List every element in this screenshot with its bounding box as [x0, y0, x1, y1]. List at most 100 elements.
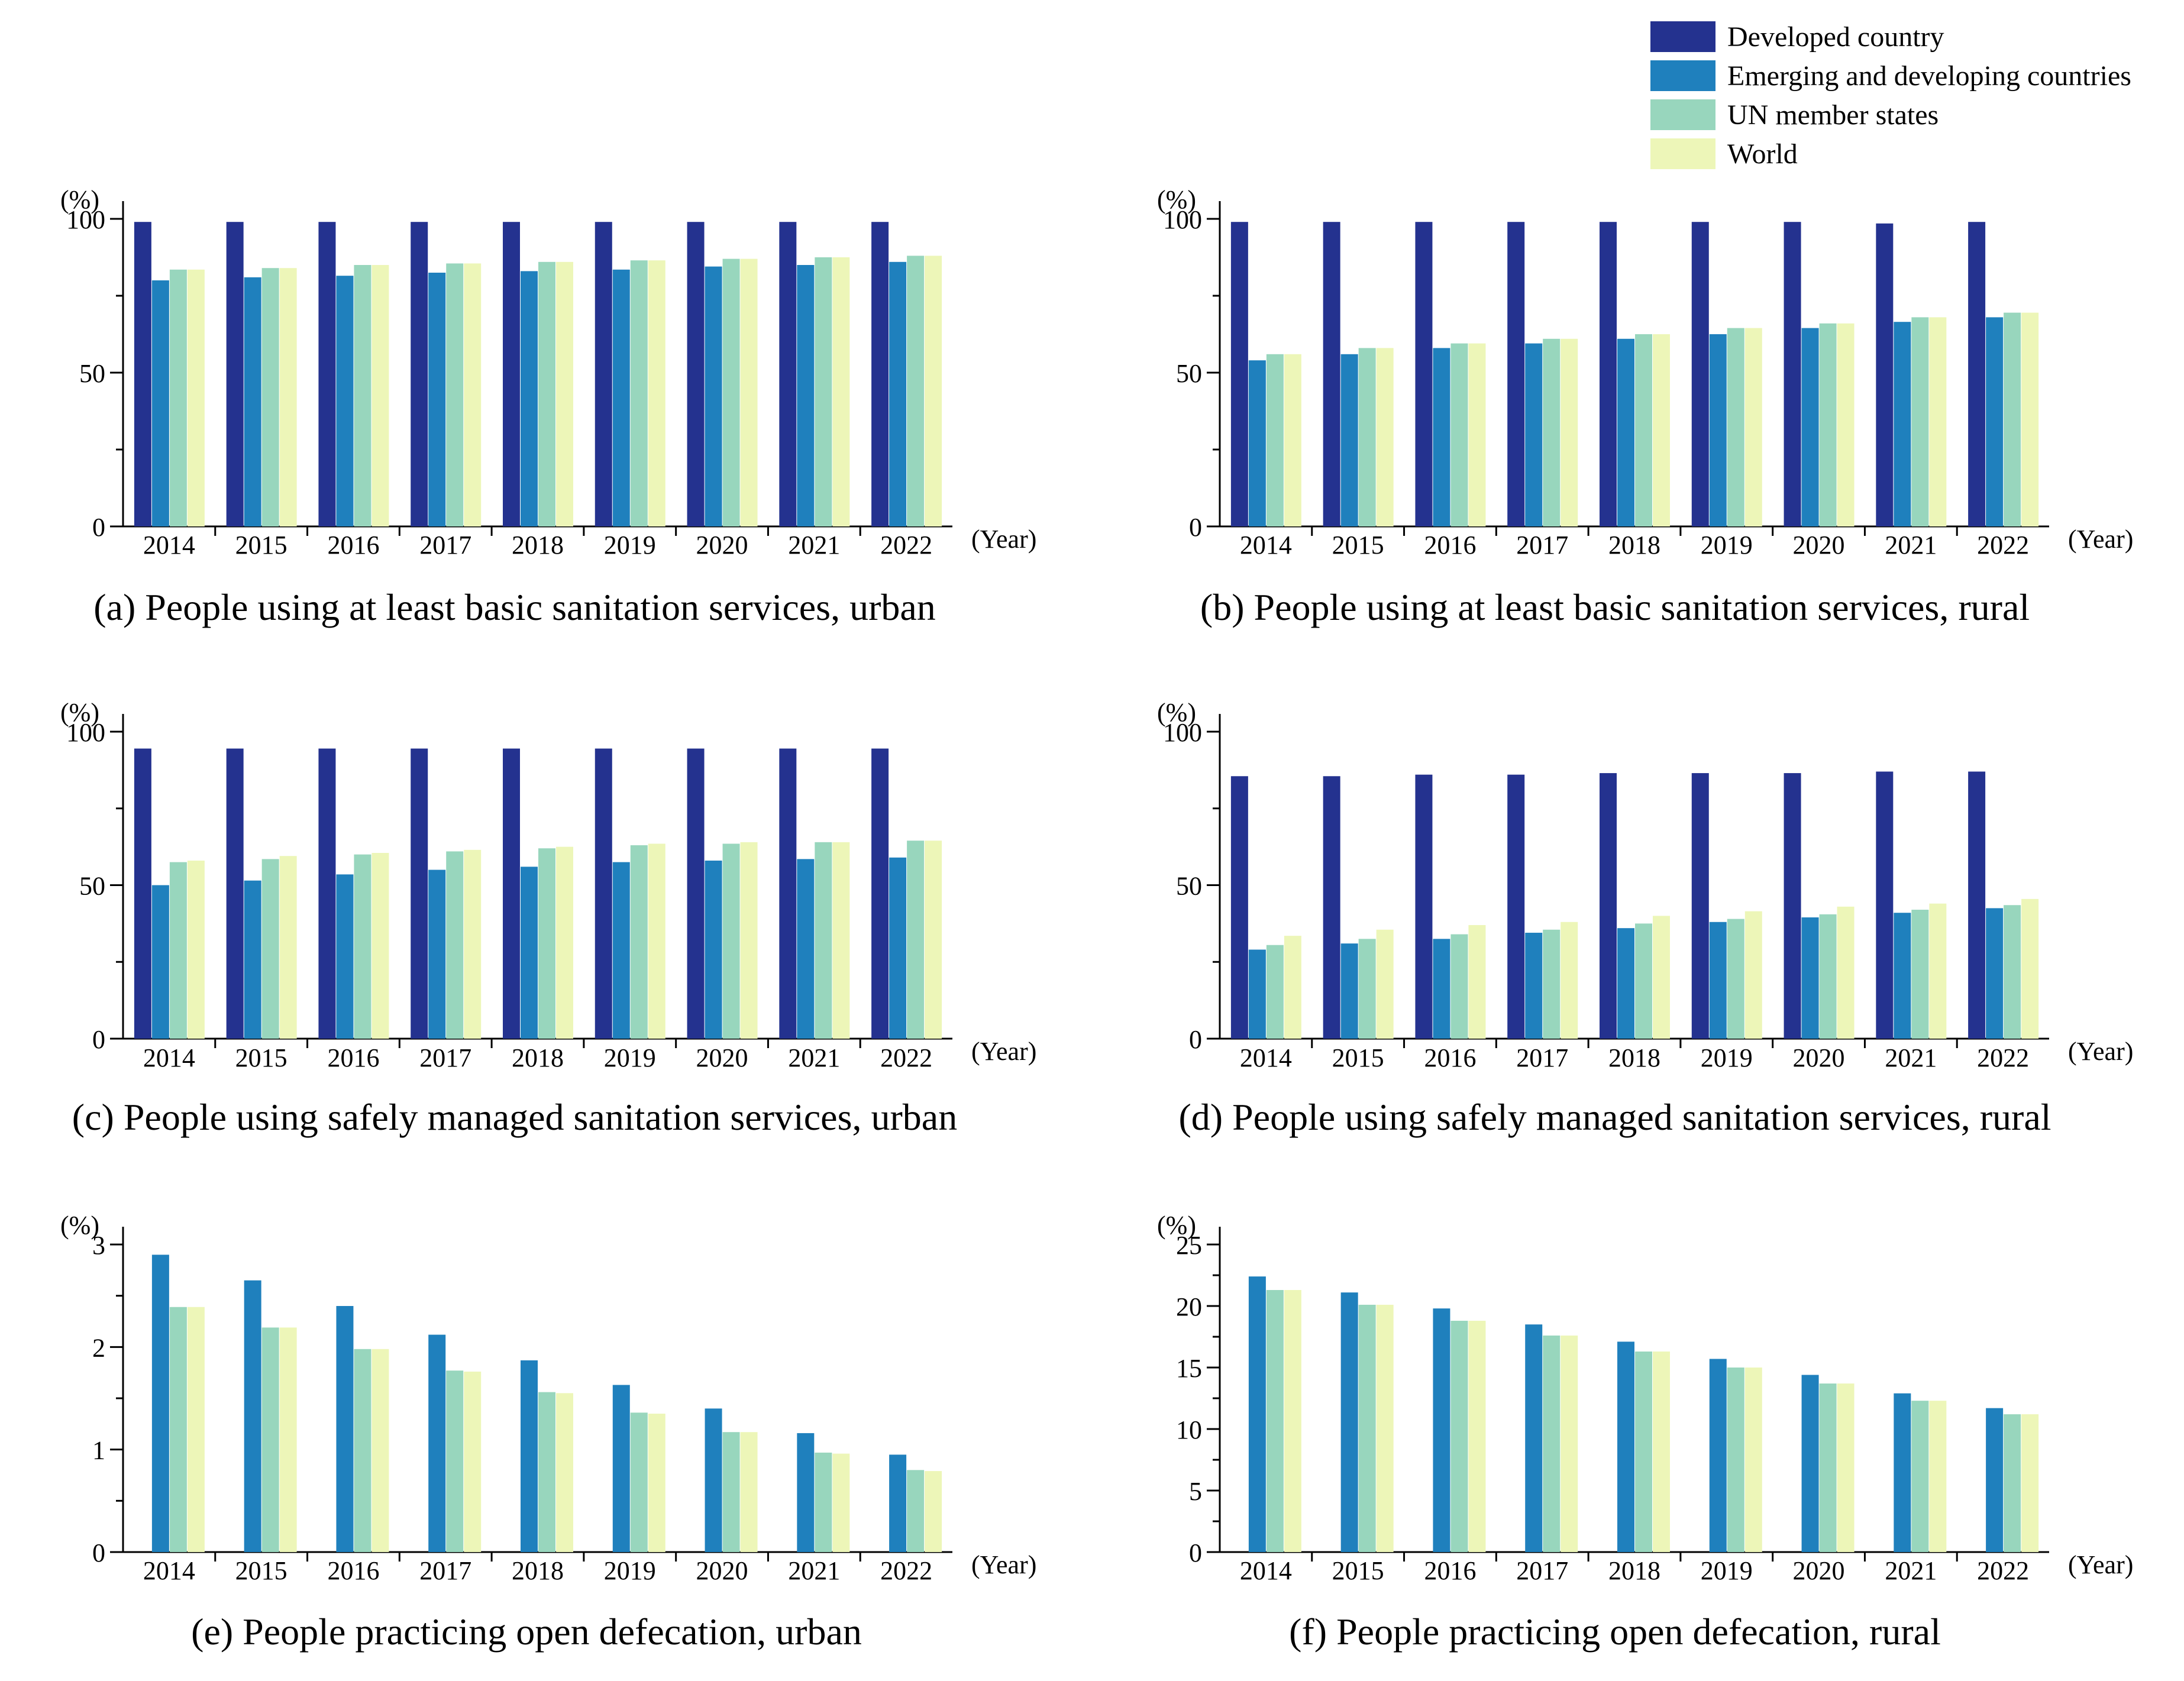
- y-tick-label: 15: [1176, 1354, 1202, 1383]
- bar-a-2015-s3: [279, 268, 297, 526]
- bar-a-2015-s1: [244, 277, 261, 526]
- bar-a-2021-s1: [797, 265, 815, 526]
- bar-f-2022-s2: [2004, 1414, 2021, 1552]
- y-tick-label: 2: [92, 1333, 105, 1362]
- legend-label: World: [1727, 138, 1798, 170]
- x-tick-label: 2015: [1332, 1556, 1384, 1585]
- bar-f-2020-s2: [1819, 1383, 1837, 1552]
- bar-c-2020-s2: [722, 843, 740, 1039]
- x-tick-label: 2019: [1701, 531, 1753, 560]
- bar-f-2016-s3: [1468, 1320, 1486, 1552]
- bar-a-2014-s3: [187, 269, 205, 526]
- bar-b-2020-s3: [1837, 323, 1855, 526]
- bar-c-2021-s1: [797, 859, 815, 1039]
- x-tick-label: 2016: [1424, 1043, 1476, 1072]
- y-axis-label: (%): [1157, 185, 1196, 214]
- y-tick-label: 100: [66, 205, 105, 234]
- bar-a-2017-s3: [464, 263, 482, 526]
- bar-c-2020-s3: [740, 842, 758, 1039]
- bar-e-2020-s3: [740, 1432, 758, 1552]
- x-tick-label: 2020: [696, 1043, 748, 1072]
- y-tick-label: 0: [92, 1538, 105, 1567]
- bar-c-2019-s3: [648, 843, 665, 1039]
- bar-a-2018-s0: [503, 222, 520, 526]
- bar-b-2018-s0: [1600, 222, 1617, 526]
- x-tick-label: 2020: [696, 531, 748, 560]
- bar-e-2020-s2: [722, 1432, 740, 1552]
- x-tick-label: 2021: [788, 1556, 840, 1585]
- bar-e-2014-s3: [187, 1307, 205, 1552]
- bar-d-2018-s0: [1600, 773, 1617, 1039]
- x-tick-label: 2020: [1793, 531, 1845, 560]
- bar-b-2014-s3: [1284, 354, 1301, 526]
- y-tick-label: 50: [1176, 359, 1202, 388]
- chart-caption: (e) People practicing open defecation, u…: [191, 1611, 862, 1653]
- bar-e-2022-s3: [925, 1471, 942, 1552]
- bar-d-2014-s1: [1248, 949, 1266, 1039]
- bar-f-2022-s3: [2021, 1414, 2039, 1552]
- bar-d-2014-s2: [1266, 945, 1284, 1039]
- bar-d-2021-s1: [1894, 913, 1911, 1039]
- bar-c-2017-s2: [446, 851, 464, 1039]
- bar-d-2018-s3: [1653, 916, 1670, 1039]
- bar-e-2017-s1: [428, 1334, 446, 1552]
- bar-b-2017-s3: [1561, 338, 1578, 526]
- y-tick-label: 5: [1189, 1477, 1202, 1506]
- x-tick-label: 2014: [1240, 1043, 1292, 1072]
- bar-e-2015-s1: [244, 1280, 261, 1552]
- bar-e-2017-s2: [446, 1370, 464, 1552]
- bar-f-2014-s2: [1266, 1289, 1284, 1552]
- bar-b-2018-s2: [1635, 334, 1652, 526]
- bar-a-2019-s3: [648, 260, 665, 526]
- y-tick-label: 100: [1163, 718, 1202, 747]
- legend-swatch: [1650, 21, 1715, 52]
- bar-d-2020-s1: [1801, 917, 1819, 1039]
- bar-d-2022-s1: [1986, 908, 2004, 1039]
- chart-caption: (f) People practicing open defecation, r…: [1289, 1611, 1941, 1653]
- x-tick-label: 2019: [1701, 1043, 1753, 1072]
- chart-panel-e: 0 1 2 3(%) 2014 2015 2016 2017 2018 2019 2020 2021 2…: [60, 1211, 1036, 1653]
- bar-b-2017-s2: [1543, 338, 1561, 526]
- bar-a-2020-s3: [740, 258, 758, 526]
- bar-d-2019-s0: [1691, 773, 1709, 1039]
- bar-b-2015-s2: [1358, 348, 1376, 526]
- bar-d-2022-s3: [2021, 898, 2039, 1039]
- bar-f-2018-s3: [1653, 1351, 1670, 1552]
- bar-e-2022-s2: [907, 1470, 925, 1552]
- bar-d-2021-s0: [1876, 771, 1894, 1039]
- bar-e-2016-s3: [371, 1349, 389, 1552]
- y-tick-label: 0: [92, 1025, 105, 1054]
- bar-e-2014-s2: [169, 1307, 187, 1552]
- bar-e-2019-s2: [630, 1412, 648, 1552]
- legend-swatch: [1650, 60, 1715, 91]
- bar-e-2020-s1: [705, 1408, 722, 1552]
- bar-a-2020-s2: [722, 258, 740, 526]
- x-tick-label: 2015: [235, 531, 287, 560]
- x-tick-label: 2014: [1240, 1556, 1292, 1585]
- bar-b-2021-s3: [1929, 317, 1947, 526]
- x-tick-label: 2016: [1424, 1556, 1476, 1585]
- bar-e-2015-s2: [261, 1327, 279, 1552]
- bar-a-2019-s0: [595, 222, 612, 526]
- y-tick-label: 1: [92, 1436, 105, 1465]
- bar-f-2016-s2: [1450, 1320, 1468, 1552]
- x-tick-label: 2015: [235, 1556, 287, 1585]
- legend-swatch: [1650, 99, 1715, 130]
- y-axis-label: (%): [60, 1211, 99, 1240]
- bar-d-2021-s2: [1911, 910, 1929, 1039]
- bar-c-2019-s1: [612, 862, 630, 1039]
- bar-f-2017-s2: [1543, 1335, 1561, 1552]
- y-tick-label: 0: [1189, 1538, 1202, 1567]
- bar-a-2014-s0: [134, 222, 151, 526]
- bar-d-2016-s3: [1468, 924, 1486, 1039]
- bar-c-2018-s3: [556, 846, 573, 1039]
- x-tick-label: 2016: [1424, 531, 1476, 560]
- x-axis-label: (Year): [2068, 1550, 2133, 1579]
- y-tick-label: 10: [1176, 1415, 1202, 1444]
- bar-c-2018-s1: [521, 867, 538, 1039]
- y-tick-label: 0: [1189, 1025, 1202, 1054]
- bar-b-2017-s0: [1507, 222, 1525, 526]
- bar-b-2017-s1: [1525, 343, 1543, 526]
- bar-f-2016-s1: [1433, 1308, 1450, 1552]
- bar-e-2016-s1: [336, 1306, 354, 1552]
